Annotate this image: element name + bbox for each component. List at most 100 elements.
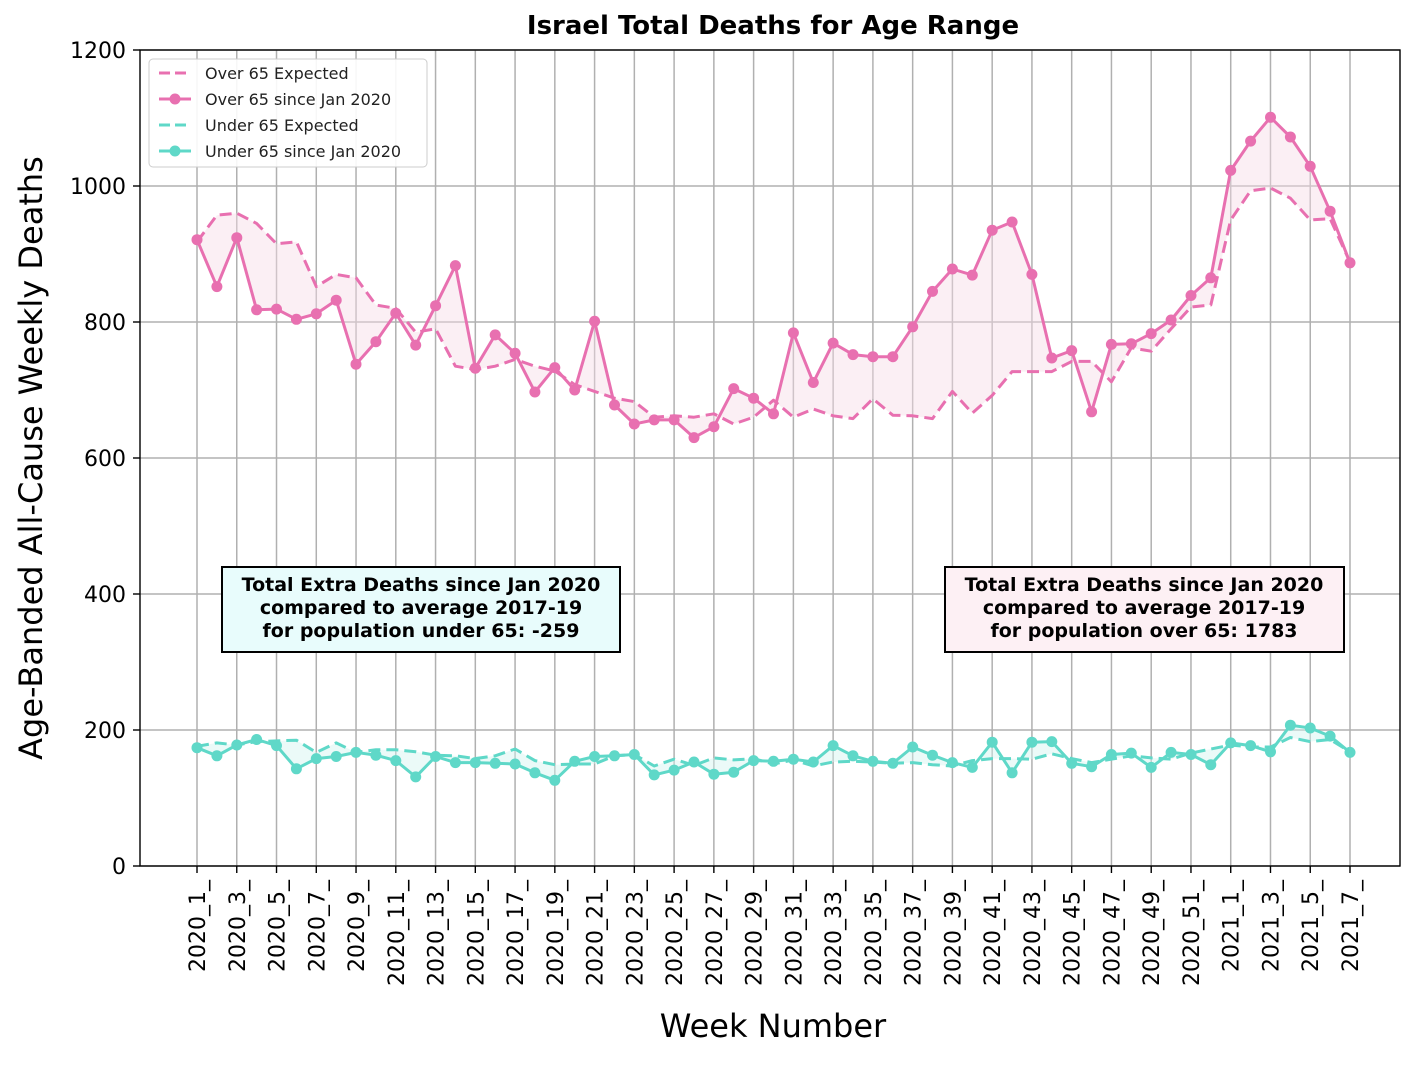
x-tick-label: 2020_7_ (305, 879, 330, 972)
data-point-under65-actual (1086, 761, 1098, 773)
data-point-over65-actual (310, 308, 322, 320)
y-tick-label: 1200 (70, 39, 126, 64)
data-point-under65-actual (251, 734, 263, 745)
annotation-under65-line1: Total Extra Deaths since Jan 2020 (242, 574, 601, 596)
legend-label-under65-actual: Under 65 since Jan 2020 (205, 142, 401, 161)
data-point-over65-actual (827, 337, 839, 349)
data-point-under65-actual (1165, 746, 1177, 758)
data-point-over65-actual (330, 294, 342, 306)
data-point-under65-actual (469, 757, 481, 769)
annotation-over65: Total Extra Deaths since Jan 2020 compar… (944, 566, 1345, 653)
data-point-under65-actual (569, 755, 581, 767)
data-point-over65-actual (430, 300, 442, 312)
data-point-under65-actual (191, 742, 203, 754)
data-point-over65-actual (469, 362, 481, 374)
data-point-over65-actual (1344, 257, 1356, 269)
data-point-under65-actual (1225, 737, 1237, 749)
data-point-under65-actual (986, 736, 998, 748)
chart-title: Israel Total Deaths for Age Range (527, 11, 1019, 41)
data-point-over65-actual (1046, 352, 1058, 364)
data-point-over65-actual (807, 377, 819, 388)
data-point-under65-actual (1046, 736, 1058, 748)
y-tick-label: 1000 (70, 175, 126, 200)
data-point-under65-actual (1026, 736, 1038, 748)
data-point-under65-actual (509, 758, 521, 770)
data-point-under65-actual (1344, 746, 1356, 758)
data-point-under65-actual (350, 746, 362, 758)
data-point-under65-actual (1066, 757, 1078, 769)
y-tick-label: 0 (112, 855, 126, 880)
data-point-over65-actual (648, 414, 660, 426)
data-point-over65-actual (1324, 205, 1336, 217)
data-point-under65-actual (430, 751, 442, 762)
x-tick-label: 2020_17_ (504, 879, 529, 986)
y-tick-label: 200 (84, 719, 126, 744)
data-point-under65-actual (887, 757, 899, 769)
data-point-over65-actual (569, 384, 581, 396)
annotation-over65-box (944, 566, 1345, 653)
data-point-under65-actual (231, 739, 243, 751)
x-tick-label: 2020_13_ (425, 879, 450, 986)
data-point-over65-actual (549, 362, 561, 374)
grid-lines (140, 49, 1400, 867)
data-point-over65-actual (728, 383, 740, 395)
data-point-over65-actual (271, 303, 282, 315)
data-point-over65-actual (966, 269, 978, 281)
data-point-over65-actual (787, 327, 799, 339)
x-tick-label: 2020_25_ (663, 879, 688, 986)
data-point-under65-actual (628, 749, 640, 760)
data-point-under65-actual (668, 764, 680, 776)
x-tick-label: 2020_41_ (981, 879, 1006, 986)
data-point-over65-actual (1105, 338, 1117, 350)
data-point-over65-actual (1145, 328, 1157, 340)
data-point-under65-actual (1145, 761, 1157, 773)
data-point-over65-actual (668, 414, 680, 426)
data-point-over65-actual (1225, 164, 1237, 176)
data-point-under65-actual (648, 769, 660, 781)
data-point-under65-actual (748, 755, 760, 767)
data-point-over65-actual (1165, 314, 1177, 326)
legend-marker-under65-actual (169, 145, 181, 157)
data-point-under65-actual (549, 774, 561, 786)
data-point-over65-actual (986, 224, 998, 236)
x-tick-label: 2020_47_ (1100, 879, 1125, 986)
x-tick-label: 2020_11_ (385, 879, 410, 986)
data-point-under65-actual (1006, 767, 1018, 779)
data-point-over65-actual (708, 421, 720, 433)
legend: Over 65 Expected Over 65 since Jan 2020 … (148, 58, 428, 168)
legend-box (148, 58, 428, 168)
x-tick-label: 2020_27_ (703, 879, 728, 986)
data-point-under65-actual (966, 761, 978, 773)
data-point-under65-actual (728, 766, 740, 778)
area-fill-over65 (197, 117, 1350, 438)
data-point-over65-actual (489, 329, 501, 341)
x-tick-label: 2020_51_ (1180, 879, 1205, 986)
data-point-under65-actual (1105, 749, 1117, 760)
x-tick-label: 2020_23_ (623, 879, 648, 986)
data-point-under65-actual (1265, 746, 1276, 758)
data-point-over65-actual (847, 349, 859, 361)
data-point-under65-actual (310, 753, 322, 765)
y-axis-ticks: 0 200 400 600 800 1000 1200 (70, 39, 140, 880)
y-tick-label: 400 (84, 583, 126, 608)
data-point-over65-actual (927, 285, 938, 297)
data-point-over65-actual (290, 313, 302, 325)
data-point-under65-actual (390, 755, 402, 767)
x-tick-label: 2020_29_ (743, 879, 768, 986)
x-tick-label: 2020_15_ (464, 879, 489, 986)
data-point-under65-actual (1125, 747, 1137, 759)
data-point-over65-actual (1125, 338, 1137, 350)
data-point-over65-actual (529, 386, 541, 398)
x-tick-label: 2020_1_ (186, 879, 211, 972)
legend-label-over65-actual: Over 65 since Jan 2020 (205, 90, 391, 109)
x-tick-label: 2020_49_ (1140, 879, 1165, 986)
annotation-over65-line1: Total Extra Deaths since Jan 2020 (965, 574, 1324, 596)
data-point-under65-actual (589, 751, 601, 762)
data-point-under65-actual (867, 755, 879, 767)
data-point-under65-actual (1245, 740, 1257, 752)
data-point-under65-actual (927, 749, 938, 761)
data-point-under65-actual (1304, 722, 1316, 734)
annotation-under65-line3: for population under 65: -259 (263, 620, 580, 642)
x-axis-label: Week Number (660, 1007, 887, 1045)
data-point-over65-actual (688, 432, 700, 444)
